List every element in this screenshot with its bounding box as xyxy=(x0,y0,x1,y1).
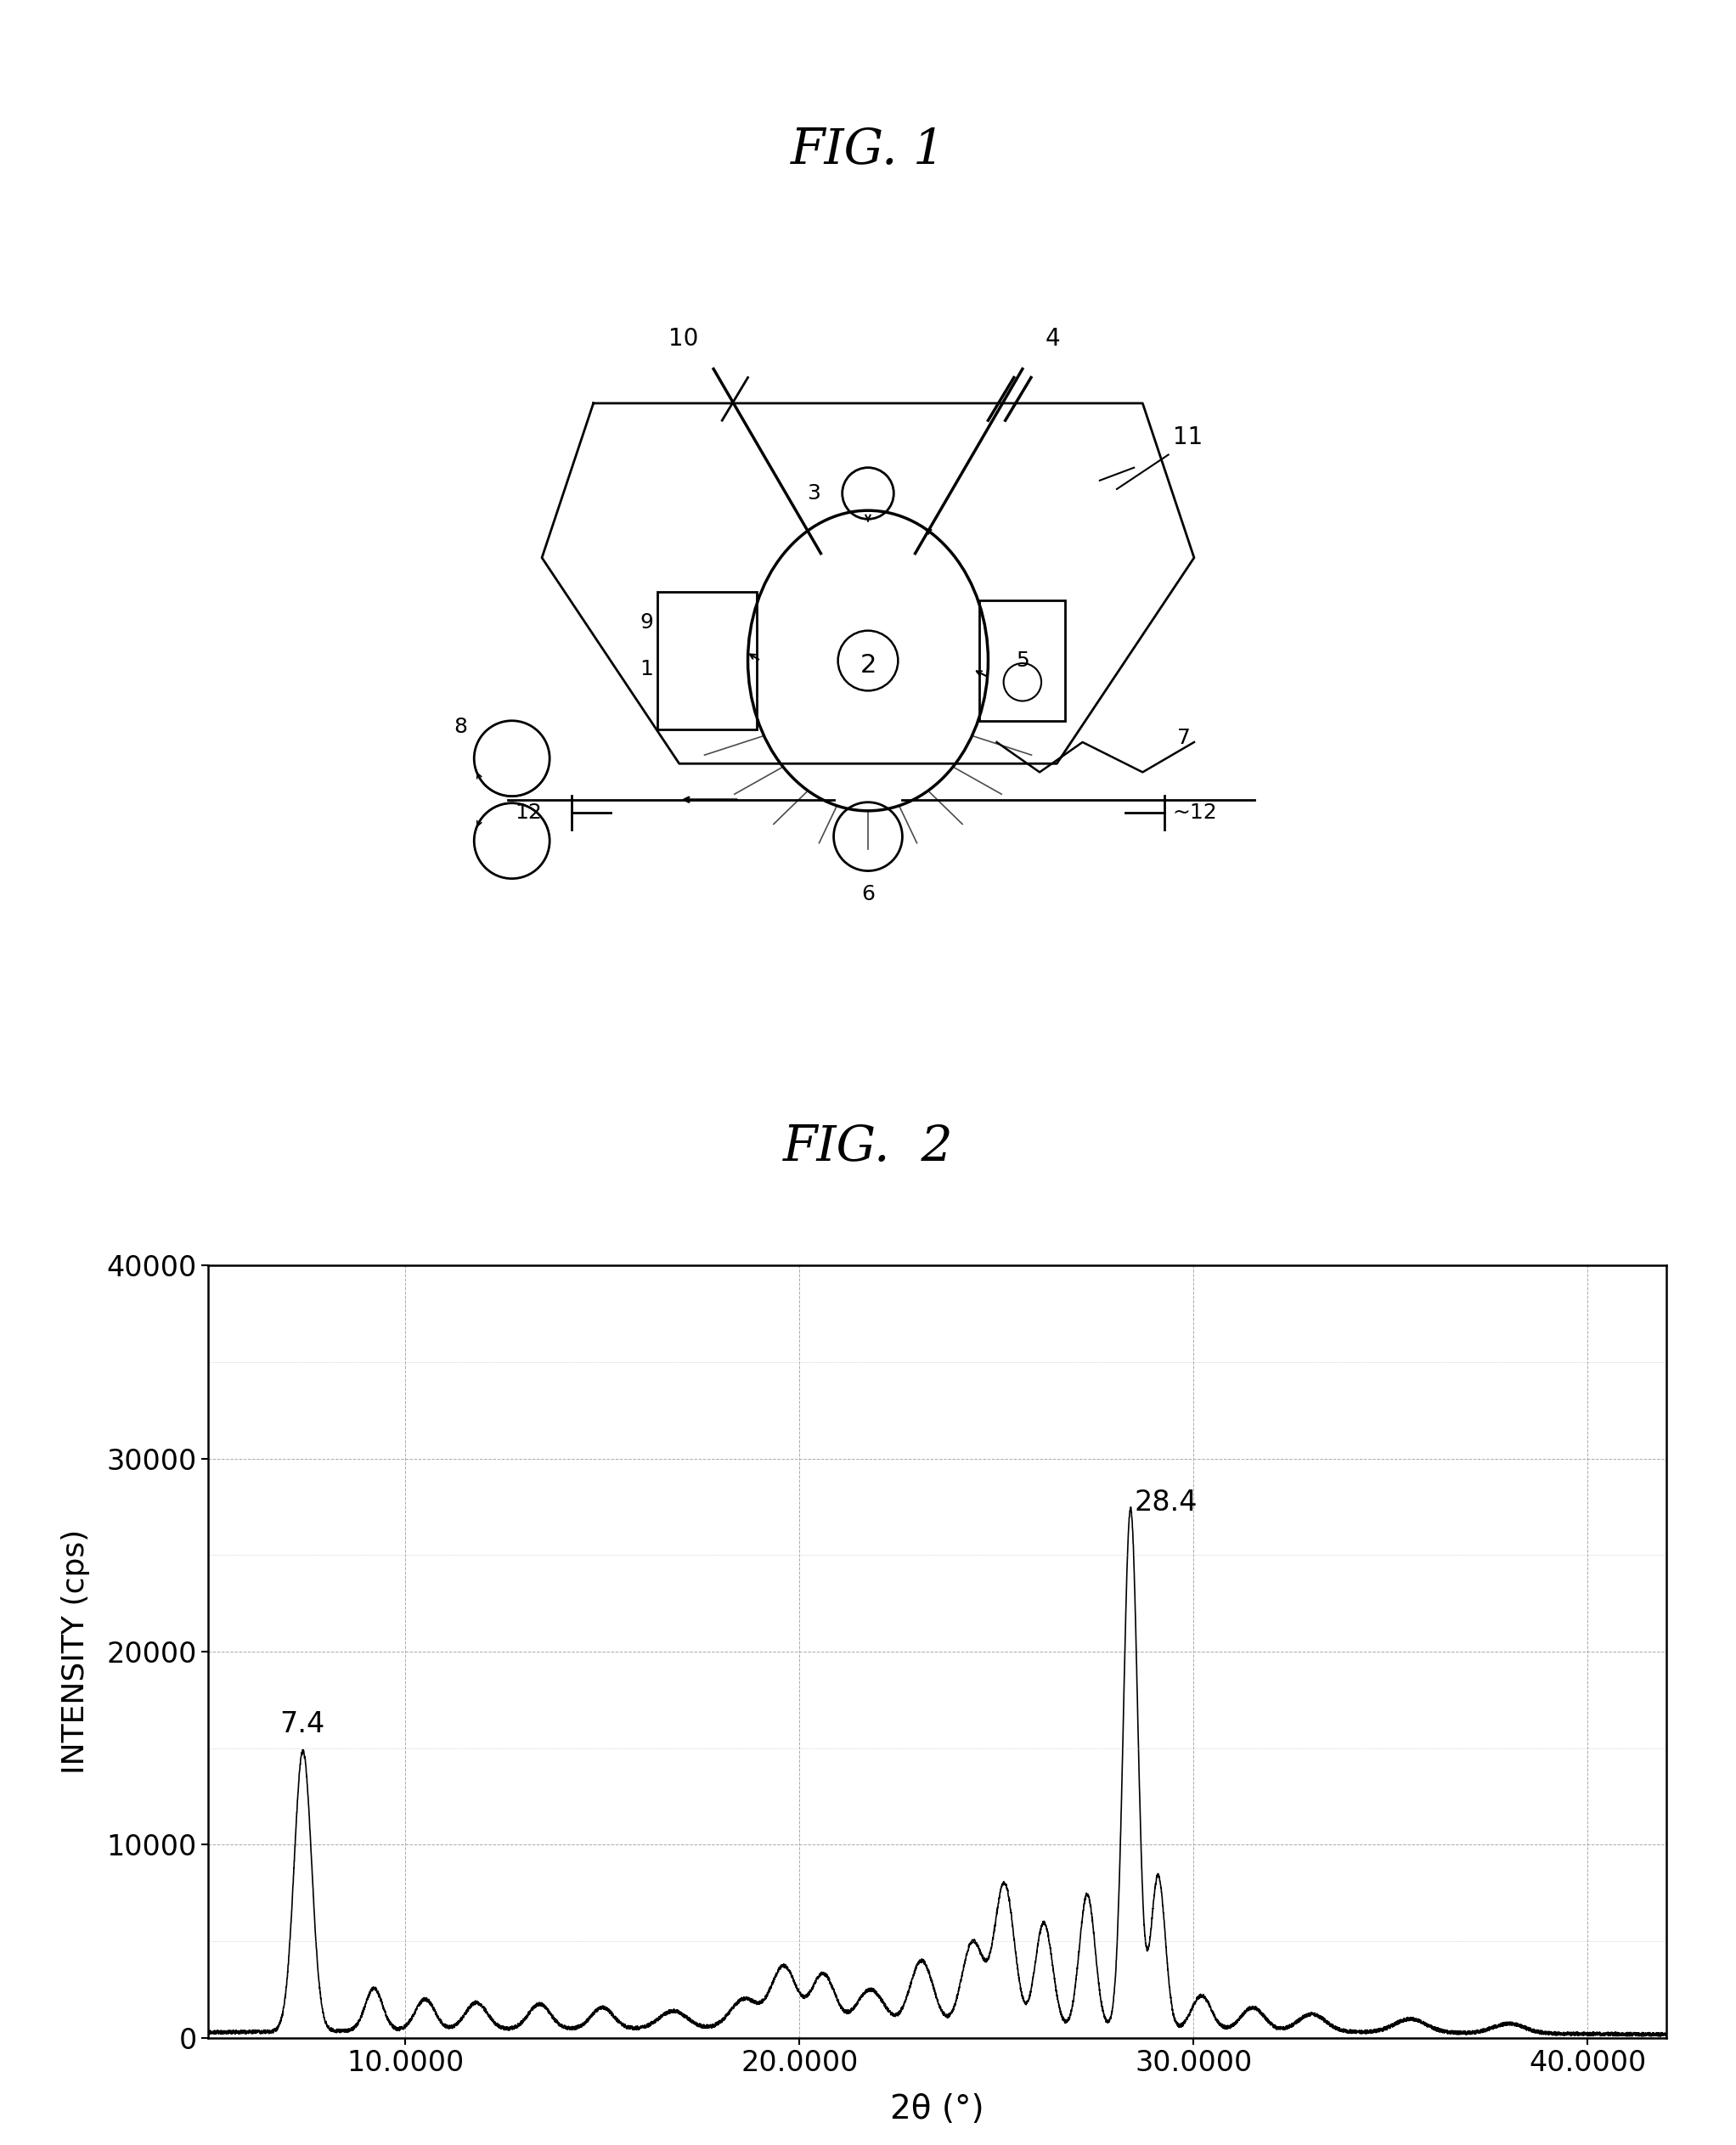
Text: 11: 11 xyxy=(1172,425,1203,450)
Text: 1: 1 xyxy=(641,659,653,680)
X-axis label: 2θ (°): 2θ (°) xyxy=(891,2094,984,2126)
Text: 3: 3 xyxy=(807,483,821,504)
Bar xyxy=(658,592,757,729)
Text: 10: 10 xyxy=(668,326,698,352)
Text: 6: 6 xyxy=(861,884,875,905)
Text: 12: 12 xyxy=(516,802,542,824)
Text: 2: 2 xyxy=(859,652,877,678)
Text: 7.4: 7.4 xyxy=(279,1710,325,1737)
Text: ~12: ~12 xyxy=(1172,802,1217,824)
Text: FIG. 1: FIG. 1 xyxy=(790,127,946,174)
Text: 8: 8 xyxy=(453,716,467,738)
Y-axis label: INTENSITY (cps): INTENSITY (cps) xyxy=(61,1529,90,1774)
Text: 9: 9 xyxy=(641,611,653,633)
Bar xyxy=(979,601,1066,721)
Text: 5: 5 xyxy=(1016,650,1029,671)
Text: 28.4: 28.4 xyxy=(1135,1489,1198,1517)
Text: 4: 4 xyxy=(1045,326,1061,352)
Text: FIG.  2: FIG. 2 xyxy=(783,1124,953,1171)
Text: 7: 7 xyxy=(1177,727,1191,749)
